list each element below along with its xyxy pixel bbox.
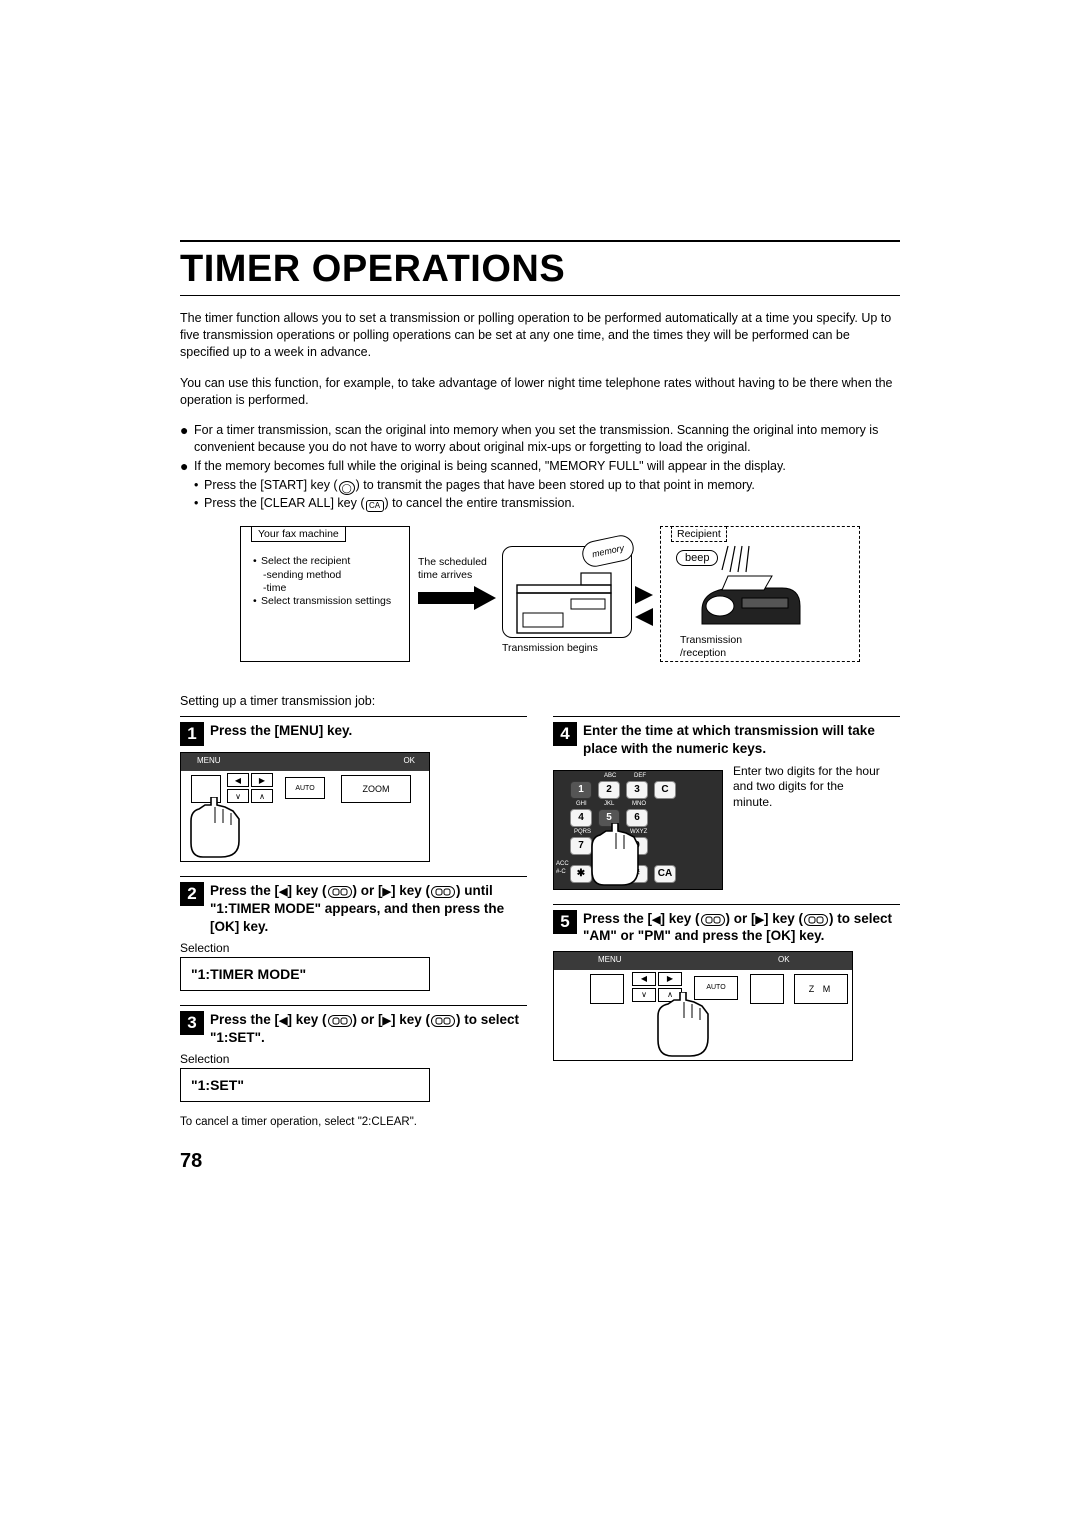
step-4-side-text: Enter two digits for the hour and two di…: [733, 764, 883, 811]
step-title: Enter the time at which transmission wil…: [583, 722, 900, 757]
numeric-keypad-illustration: ABC DEF 1 2 3 C GHI JKL MNO 4 5 6: [553, 770, 723, 890]
selection-box-timer-mode: "1:TIMER MODE": [180, 957, 430, 991]
menu-label: MENU: [197, 756, 221, 765]
arrow-left-icon: [635, 608, 653, 626]
your-fax-box: Your fax machine •Select the recipient -…: [240, 526, 410, 662]
bullet-text: For a timer transmission, scan the origi…: [194, 422, 900, 456]
pill-key-icon: [328, 1015, 352, 1027]
left-column: 1 Press the [MENU] key. MENU OK ◀ ▶ ∨ ∧: [180, 716, 527, 1128]
bullet-marker: ●: [180, 458, 194, 475]
step-title: Press the [] key () or [] key () until "…: [210, 882, 527, 935]
step-number: 5: [553, 910, 577, 934]
step-5-head: 5 Press the [] key () or [] key () to se…: [553, 904, 900, 945]
document-page: TIMER OPERATIONS The timer function allo…: [180, 240, 900, 1173]
steps-columns: 1 Press the [MENU] key. MENU OK ◀ ▶ ∨ ∧: [180, 716, 900, 1128]
cancel-note: To cancel a timer operation, select "2:C…: [180, 1116, 527, 1128]
flow-diagram: Your fax machine •Select the recipient -…: [240, 526, 870, 676]
title-rule-top: [180, 240, 900, 242]
menu-label: MENU: [598, 955, 622, 964]
control-panel-illustration-1: MENU OK ◀ ▶ ∨ ∧ AUTO: [180, 752, 430, 862]
hand-pointer-icon: [185, 797, 255, 861]
start-key-icon: ◯: [339, 481, 355, 495]
step-number: 1: [180, 722, 204, 746]
pill-key-icon: [431, 1015, 455, 1027]
pill-key-icon: [328, 886, 352, 898]
step-number: 4: [553, 722, 577, 746]
step-4-body: ABC DEF 1 2 3 C GHI JKL MNO 4 5 6: [553, 764, 900, 904]
page-number: 78: [180, 1150, 900, 1173]
step-title: Press the [MENU] key.: [210, 722, 352, 740]
selection-label: Selection: [180, 941, 527, 955]
your-fax-title: Your fax machine: [251, 526, 346, 542]
sub-bullet-text: Press the [START] key (◯) to transmit th…: [204, 477, 755, 495]
beep-badge: beep: [676, 550, 718, 566]
sub-bullet-text: Press the [CLEAR ALL] key (CA) to cancel…: [204, 495, 575, 512]
intro-paragraph-1: The timer function allows you to set a t…: [180, 310, 900, 361]
step-2-head: 2 Press the [] key () or [] key () until…: [180, 876, 527, 935]
selection-label: Selection: [180, 1052, 527, 1066]
bullet-item: ● For a timer transmission, scan the ori…: [180, 422, 900, 456]
selection-box-set: "1:SET": [180, 1068, 430, 1102]
left-triangle-icon: [279, 1012, 287, 1027]
scheduled-time-label: The scheduled time arrives: [418, 556, 488, 581]
step-number: 2: [180, 882, 204, 906]
sub-bullet-marker: •: [194, 477, 204, 495]
transmission-reception-label: Transmission /reception: [680, 634, 742, 658]
left-triangle-icon: [279, 883, 287, 898]
hand-pointer-icon: [654, 992, 720, 1060]
intro-paragraph-2: You can use this function, for example, …: [180, 375, 900, 409]
keypad-key: CA: [654, 865, 676, 883]
pill-key-icon: [804, 914, 828, 926]
ok-label: OK: [403, 756, 415, 765]
recipient-title: Recipient: [671, 526, 727, 542]
keypad-key: 1: [570, 781, 592, 799]
fax-machine-icon: [692, 570, 812, 634]
step-3-head: 3 Press the [] key () or [] key () to se…: [180, 1005, 527, 1046]
control-panel-illustration-2: MENU OK ◀ ▶ ∨ ∧ AUTO: [553, 951, 853, 1061]
title-rule-bottom: [180, 295, 900, 296]
right-triangle-icon: [383, 883, 391, 898]
left-triangle-icon: [652, 911, 660, 926]
keypad-key: C: [654, 781, 676, 799]
clear-all-key-icon: CA: [366, 500, 384, 512]
bullet-marker: ●: [180, 422, 194, 439]
hand-pointer-icon: [588, 823, 648, 889]
bullet-item: ● If the memory becomes full while the o…: [180, 458, 900, 475]
sub-bullet-marker: •: [194, 495, 204, 512]
right-column: 4 Enter the time at which transmission w…: [553, 716, 900, 1128]
setup-lead-text: Setting up a timer transmission job:: [180, 694, 900, 708]
ok-label: OK: [778, 955, 790, 964]
big-arrow-icon: [418, 586, 496, 610]
sub-bullet-item: • Press the [CLEAR ALL] key (CA) to canc…: [194, 495, 900, 512]
step-4-head: 4 Enter the time at which transmission w…: [553, 716, 900, 757]
sub-bullet-item: • Press the [START] key (◯) to transmit …: [194, 477, 900, 495]
keypad-key: 3: [626, 781, 648, 799]
bullet-list: ● For a timer transmission, scan the ori…: [180, 422, 900, 512]
keypad-key: 2: [598, 781, 620, 799]
arrow-right-icon: [635, 586, 653, 604]
transmission-begins-label: Transmission begins: [502, 642, 598, 654]
pill-key-icon: [431, 886, 455, 898]
bullet-text: If the memory becomes full while the ori…: [194, 458, 786, 475]
page-title: TIMER OPERATIONS: [180, 246, 900, 295]
step-number: 3: [180, 1011, 204, 1035]
step-1-head: 1 Press the [MENU] key.: [180, 716, 527, 746]
step-title: Press the [] key () or [] key () to sele…: [583, 910, 900, 945]
step-title: Press the [] key () or [] key () to sele…: [210, 1011, 527, 1046]
right-triangle-icon: [383, 1012, 391, 1027]
pill-key-icon: [701, 914, 725, 926]
copier-icon: [511, 569, 625, 639]
right-triangle-icon: [756, 911, 764, 926]
